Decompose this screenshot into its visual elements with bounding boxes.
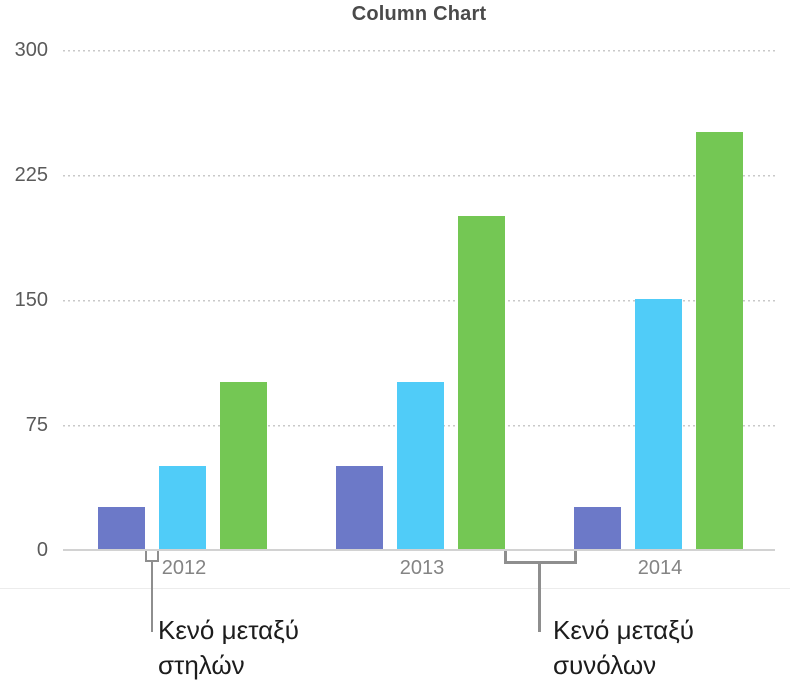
y-tick-label-150: 150 <box>14 289 48 311</box>
gap-between-columns-label-line2: στηλών <box>158 650 245 680</box>
gap-between-sets-label-line2: συνόλων <box>553 650 657 680</box>
y-tick-label-300: 300 <box>14 39 48 61</box>
bar-2014-green <box>696 132 743 549</box>
chart-title: Column Chart <box>351 3 487 25</box>
plot-area <box>63 50 775 551</box>
gap-between-columns-leader-line <box>151 561 153 632</box>
bar-2012-purple <box>98 507 145 549</box>
canvas-bottom-divider <box>0 588 790 589</box>
gridline-225 <box>63 175 775 177</box>
gap-between-sets-label: Κενό μεταξύ συνόλων <box>553 613 694 683</box>
gap-between-sets-leader-line <box>538 563 541 632</box>
bar-2013-blue <box>397 382 444 549</box>
x-tick-label-2013: 2013 <box>399 557 445 579</box>
x-axis-line <box>63 549 775 551</box>
gap-between-sets-label-line1: Κενό μεταξύ <box>553 615 694 645</box>
x-tick-label-2012: 2012 <box>161 557 207 579</box>
bar-2012-blue <box>159 465 206 549</box>
bar-2013-green <box>458 215 505 549</box>
gridline-300 <box>63 50 775 52</box>
y-tick-label-225: 225 <box>14 164 48 186</box>
y-tick-label-75: 75 <box>25 414 48 436</box>
bar-2014-purple <box>574 507 621 549</box>
gridline-150 <box>63 300 775 302</box>
gap-between-columns-label-line1: Κενό μεταξύ <box>158 615 299 645</box>
x-tick-label-2014: 2014 <box>637 557 683 579</box>
bar-2014-blue <box>635 299 682 549</box>
y-tick-label-0: 0 <box>36 539 48 561</box>
bar-2012-green <box>220 382 267 549</box>
bar-2013-purple <box>336 465 383 549</box>
gap-between-columns-label: Κενό μεταξύ στηλών <box>158 613 299 683</box>
gap-between-sets-bracket <box>504 551 577 564</box>
